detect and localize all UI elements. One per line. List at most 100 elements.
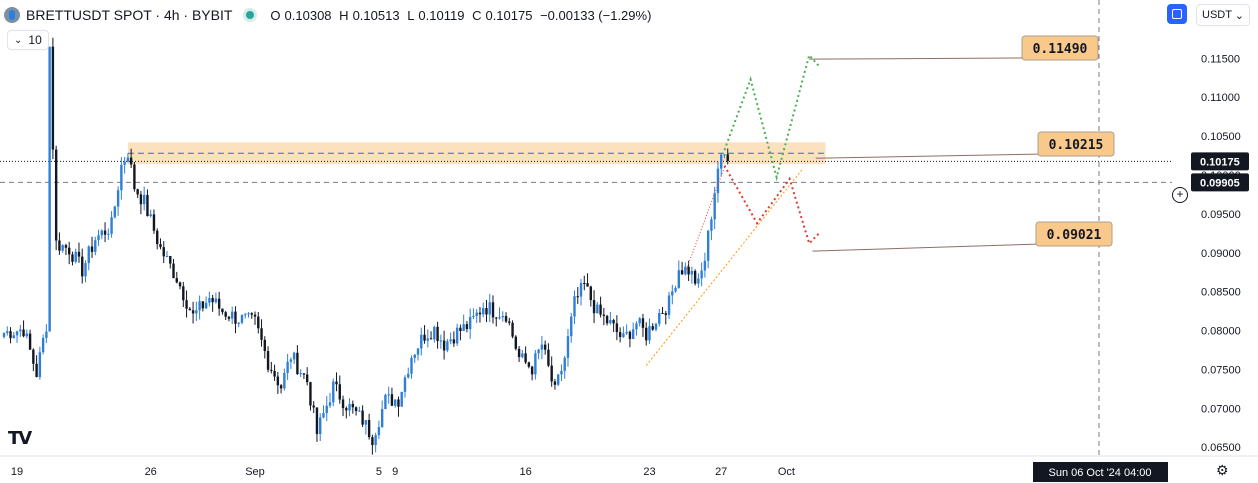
- candle-body: [214, 298, 218, 303]
- candle-body: [2, 333, 6, 337]
- candle-body: [116, 190, 120, 207]
- candle-body: [146, 194, 149, 217]
- candle-body: [609, 320, 612, 324]
- y-tick-label: 0.08000: [1201, 326, 1241, 338]
- candle-body: [547, 349, 550, 366]
- candle-body: [508, 321, 511, 323]
- candle-body: [312, 405, 315, 408]
- candle-body: [237, 322, 240, 324]
- candle-body: [231, 311, 234, 319]
- candle-body: [103, 230, 107, 235]
- crosshair-time-tag-bg: [1033, 462, 1168, 482]
- candle-body: [273, 370, 276, 377]
- candle-body: [397, 399, 400, 407]
- candle-body: [498, 317, 501, 319]
- high-value: 0.10513: [352, 7, 400, 23]
- candle-body: [87, 246, 90, 264]
- low-key: L: [407, 7, 415, 23]
- candle-body: [560, 370, 563, 375]
- projection-path-red: [723, 165, 820, 246]
- candle-body: [126, 157, 130, 162]
- target-label-box: [1035, 221, 1113, 247]
- candle-body: [71, 254, 74, 262]
- gear-icon[interactable]: ⚙: [1216, 462, 1229, 478]
- candle-body: [377, 427, 381, 436]
- candle-body: [358, 410, 361, 412]
- candle-body: [583, 283, 586, 285]
- candle-body: [602, 314, 606, 316]
- candle-body: [658, 312, 661, 324]
- candle-body: [570, 316, 573, 337]
- candle-body: [266, 351, 270, 370]
- candle-body: [599, 304, 602, 315]
- currency-label: USDT: [1202, 9, 1232, 21]
- candle-body: [120, 164, 123, 191]
- price-axis: [1172, 0, 1258, 483]
- candle-body: [442, 340, 446, 351]
- candle-body: [136, 189, 139, 195]
- snapshot-button[interactable]: [1167, 4, 1187, 24]
- candle-body: [28, 333, 32, 350]
- candle-body: [566, 336, 570, 358]
- candle-body: [149, 214, 152, 217]
- chevron-down-icon: ⌄: [1234, 9, 1244, 22]
- candle-body: [61, 245, 64, 251]
- candle-body: [208, 297, 211, 303]
- target-callout-line: [815, 153, 1045, 159]
- candle-body: [371, 437, 374, 446]
- candle-body: [380, 409, 384, 428]
- candle-body: [113, 206, 117, 218]
- candle-body: [227, 316, 231, 319]
- candle-body: [364, 420, 368, 425]
- candle-body: [716, 168, 720, 194]
- candle-body: [305, 374, 309, 383]
- candle-body: [615, 323, 619, 333]
- candle-body: [420, 334, 423, 349]
- candle-body: [172, 263, 175, 279]
- candle-body: [563, 357, 566, 371]
- candle-body: [195, 310, 198, 314]
- candle-body: [296, 352, 299, 375]
- y-tick-label: 0.08500: [1201, 287, 1241, 299]
- indicators-toggle[interactable]: ⌄ 10: [7, 30, 49, 50]
- candle-body: [426, 338, 429, 341]
- x-tick-label: 16: [519, 466, 531, 478]
- candle-body: [32, 349, 35, 364]
- candle-body: [645, 327, 648, 341]
- candle-body: [703, 260, 707, 271]
- candle-body: [697, 278, 700, 284]
- candle-body: [605, 315, 609, 324]
- candle-body: [710, 219, 713, 231]
- candle-body: [677, 270, 681, 288]
- candle-body: [501, 316, 504, 318]
- symbol-title[interactable]: BRETTUSDT SPOT · 4h · BYBIT: [26, 7, 233, 23]
- candle-body: [680, 270, 684, 275]
- candle-body: [586, 283, 589, 287]
- candle-body: [90, 246, 94, 252]
- candle-body: [84, 263, 87, 277]
- candle-body: [188, 308, 192, 311]
- candle-body: [64, 245, 68, 248]
- candle-body: [133, 164, 136, 190]
- currency-select[interactable]: USDT ⌄: [1196, 4, 1250, 26]
- candle-body: [234, 311, 237, 324]
- y-tick-label: 0.09500: [1201, 209, 1241, 221]
- candle-body: [482, 308, 485, 315]
- change-value: −0.00133 (−1.29%): [540, 7, 652, 23]
- open-value: 0.10308: [284, 7, 332, 23]
- candle-body: [270, 369, 273, 371]
- add-alert-plus-icon[interactable]: +: [1172, 187, 1188, 203]
- candles: [2, 37, 729, 455]
- candle-body: [335, 381, 338, 385]
- target-callout-line: [812, 243, 1043, 252]
- x-tick-label: 27: [715, 466, 727, 478]
- x-tick-label: 9: [392, 466, 398, 478]
- candle-body: [478, 312, 482, 315]
- candle-body: [162, 247, 165, 257]
- candle-body: [19, 329, 22, 332]
- y-tick-label: 0.07500: [1201, 364, 1241, 376]
- target-label-text: 0.09021: [1047, 228, 1102, 243]
- candle-body: [185, 300, 188, 309]
- candle-body: [537, 349, 540, 354]
